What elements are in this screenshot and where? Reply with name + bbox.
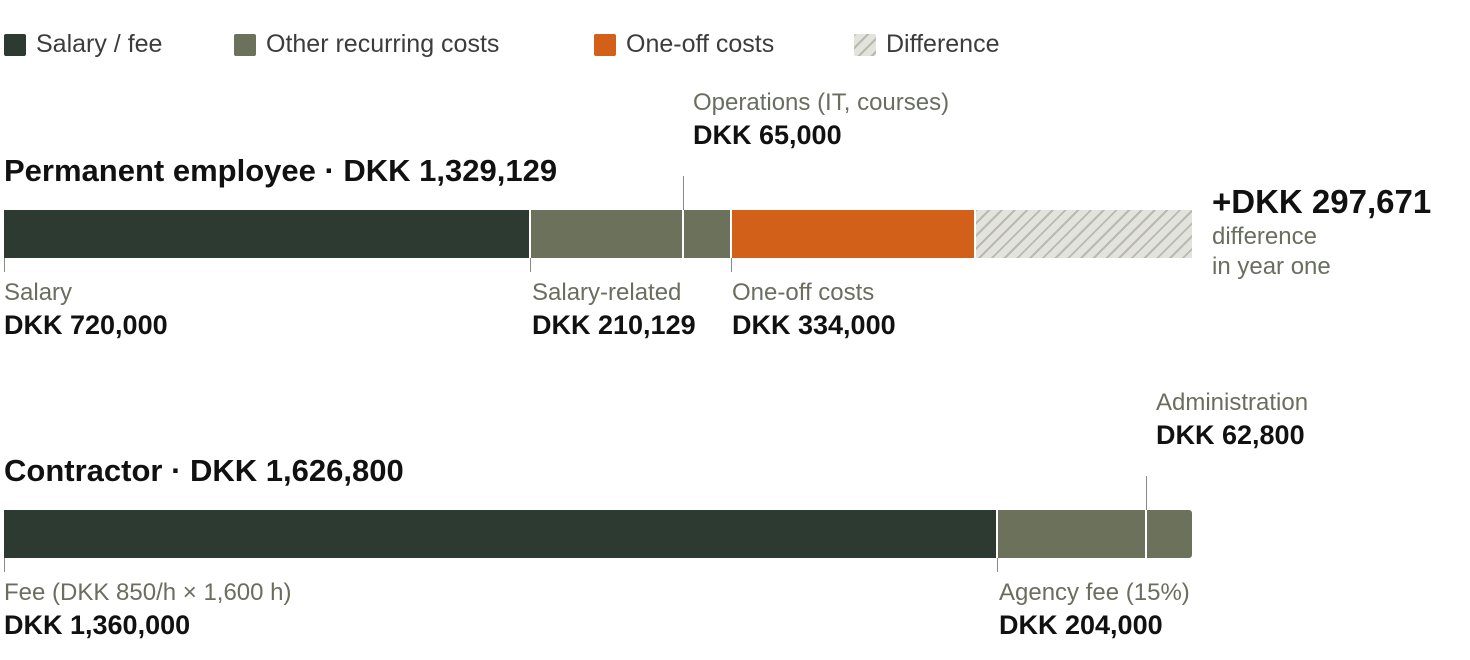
annotation-agency-fee: Agency fee (15%) DKK 204,000 [999, 578, 1190, 642]
segment-operations [683, 210, 731, 258]
difference-label-line2: in year one [1212, 253, 1331, 280]
annotation-fee: Fee (DKK 850/h × 1,600 h) DKK 1,360,000 [4, 578, 292, 642]
annotation-operations-label: Operations (IT, courses) [693, 89, 950, 116]
legend-swatch-salary-fee [4, 33, 26, 56]
annotation-tick [730, 258, 732, 272]
legend-item-other-recurring: Other recurring costs [234, 30, 499, 59]
annotation-administration-label: Administration [1156, 389, 1309, 416]
annotation-tick [1146, 476, 1148, 510]
annotation-fee-label: Fee (DKK 850/h × 1,600 h) [4, 579, 292, 606]
legend-item-difference: Difference [854, 30, 1000, 59]
legend-swatch-one-off [594, 33, 616, 56]
annotation-administration: Administration DKK 62,800 [1156, 388, 1308, 452]
annotation-salary: Salary DKK 720,000 [4, 278, 168, 342]
annotation-agency-fee-value: DKK 204,000 [999, 610, 1163, 640]
annotation-agency-fee-label: Agency fee (15%) [999, 579, 1190, 606]
segment-divider [973, 210, 976, 258]
annotation-fee-value: DKK 1,360,000 [4, 610, 191, 640]
segment-difference [974, 210, 1192, 258]
segment-salary [4, 210, 530, 258]
row-title-contractor: Contractor · DKK 1,626,800 [4, 453, 404, 488]
difference-value: +DKK 297,671 [1212, 183, 1432, 220]
annotation-tick [4, 258, 5, 272]
legend-label-salary-fee: Salary / fee [36, 30, 163, 58]
legend-item-one-off: One-off costs [594, 30, 774, 59]
segment-divider [1145, 510, 1148, 558]
annotation-tick [683, 176, 685, 210]
legend-label-other-recurring: Other recurring costs [266, 30, 500, 58]
annotation-administration-value: DKK 62,800 [1156, 420, 1305, 450]
row-title-permanent-employee: Permanent employee · DKK 1,329,129 [4, 153, 558, 188]
difference-label-line1: difference [1212, 223, 1317, 250]
segment-divider [682, 210, 685, 258]
annotation-salary-related: Salary-related DKK 210,129 [532, 278, 696, 342]
bar-permanent-employee [4, 210, 1192, 258]
annotation-one-off-costs-label: One-off costs [732, 279, 875, 306]
legend-swatch-difference [854, 33, 876, 56]
bar-contractor [4, 510, 1192, 558]
annotation-operations-value: DKK 65,000 [693, 120, 842, 150]
legend-label-difference: Difference [886, 30, 1000, 58]
difference-callout: +DKK 297,671 difference in year one [1212, 182, 1431, 282]
legend-label-one-off: One-off costs [626, 30, 775, 58]
annotation-salary-value: DKK 720,000 [4, 310, 168, 340]
segment-salary-related [529, 210, 684, 258]
segment-agency-fee [997, 510, 1147, 558]
segment-one-off-costs [730, 210, 975, 258]
annotation-tick [4, 558, 5, 572]
annotation-salary-related-label: Salary-related [532, 279, 682, 306]
annotation-salary-related-value: DKK 210,129 [532, 310, 696, 340]
annotation-tick [529, 258, 531, 272]
legend-item-salary-fee: Salary / fee [4, 30, 162, 59]
segment-fee [4, 510, 998, 558]
segment-divider [996, 510, 999, 558]
segment-divider [729, 210, 732, 258]
segment-administration [1146, 510, 1192, 558]
annotation-one-off-costs-value: DKK 334,000 [732, 310, 896, 340]
annotation-operations: Operations (IT, courses) DKK 65,000 [693, 88, 949, 152]
legend-swatch-other-recurring [234, 33, 256, 56]
annotation-salary-label: Salary [4, 279, 73, 306]
annotation-one-off-costs: One-off costs DKK 334,000 [732, 278, 896, 342]
annotation-tick [997, 558, 999, 572]
segment-divider [528, 210, 531, 258]
